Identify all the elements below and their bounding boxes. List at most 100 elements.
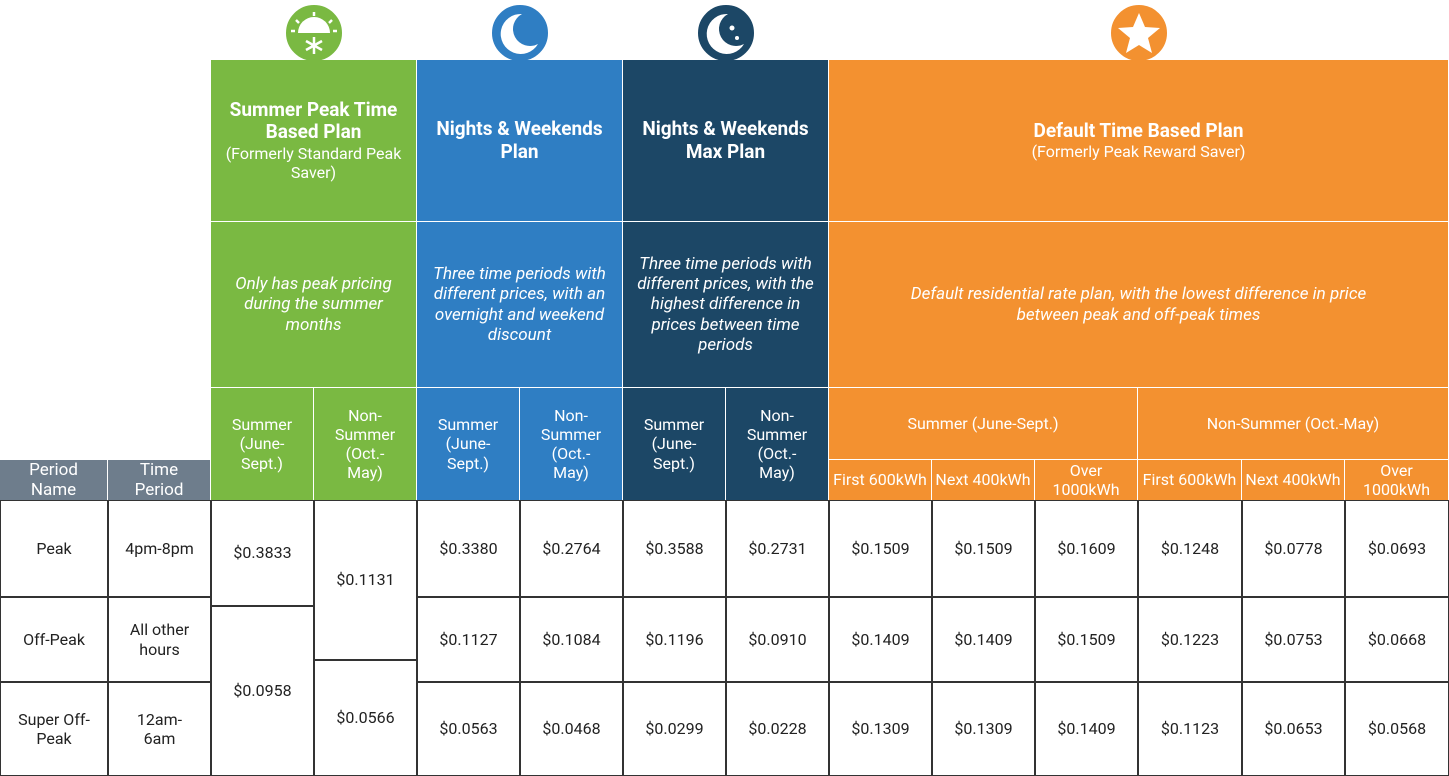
price: $0.1409 bbox=[851, 629, 910, 649]
season-text: Summer (June-Sept.) bbox=[907, 413, 1059, 433]
plan-name: Default Time Based Plan bbox=[1033, 118, 1244, 142]
description-text: Three time periods with different prices… bbox=[433, 263, 606, 345]
season-text: Summer (June-Sept.) bbox=[643, 415, 705, 473]
tier-header: Over 1000kWh bbox=[1035, 460, 1138, 500]
price-cell: $0.1409 bbox=[1035, 682, 1138, 776]
tier-text: Over 1000kWh bbox=[1362, 460, 1431, 499]
price: $0.2731 bbox=[748, 538, 807, 558]
season-text: Non-Summer (Oct.-May) bbox=[540, 405, 602, 483]
tier-header: Next 400kWh bbox=[1242, 460, 1345, 500]
time-period: All other hours bbox=[129, 620, 190, 659]
price-cell: $0.3380 bbox=[417, 500, 520, 597]
price: $0.1196 bbox=[645, 629, 704, 649]
season-header: Non-Summer (Oct.-May) bbox=[314, 388, 417, 500]
price-cell: $0.0228 bbox=[726, 682, 829, 776]
price: $0.0668 bbox=[1367, 629, 1427, 649]
price-cell: $0.0668 bbox=[1345, 597, 1449, 682]
price-cell: $0.1409 bbox=[932, 597, 1035, 682]
price: $0.1223 bbox=[1160, 629, 1220, 649]
sun-snow-icon bbox=[282, 1, 346, 65]
description-text: Only has peak pricing during the summer … bbox=[235, 273, 392, 335]
season-text: Non-Summer (Oct.-May) bbox=[334, 405, 396, 483]
price-cell: $0.2731 bbox=[726, 500, 829, 597]
season-header: Summer (June-Sept.) bbox=[829, 388, 1138, 460]
time-cell: 12am-6am bbox=[108, 682, 211, 776]
moon-stars-icon bbox=[694, 1, 758, 65]
price: $0.3380 bbox=[439, 538, 498, 558]
price-cell: $0.0299 bbox=[623, 682, 726, 776]
price: $0.0566 bbox=[336, 708, 395, 728]
price: $0.1509 bbox=[954, 538, 1013, 558]
price-cell: $0.1248 bbox=[1138, 500, 1242, 597]
period-cell: Super Off-Peak bbox=[0, 682, 108, 776]
price: $0.0693 bbox=[1367, 538, 1427, 558]
plan-header: Nights & Weekends Max Plan bbox=[623, 60, 829, 222]
price-cell: $0.3588 bbox=[623, 500, 726, 597]
price: $0.0228 bbox=[748, 719, 807, 739]
plan-description: Three time periods with different prices… bbox=[623, 222, 829, 388]
description-text: Three time periods with different prices… bbox=[637, 253, 814, 356]
price: $0.0468 bbox=[542, 719, 601, 739]
plan-description: Default residential rate plan, with the … bbox=[829, 222, 1449, 388]
period-name: Peak bbox=[36, 538, 72, 558]
price: $0.1084 bbox=[542, 629, 601, 649]
plan-name: Nights & Weekends Max Plan bbox=[642, 116, 809, 163]
price-cell: $0.0568 bbox=[1345, 682, 1449, 776]
plan-subtitle: (Formerly Peak Reward Saver) bbox=[1031, 142, 1246, 162]
price-cell: $0.1223 bbox=[1138, 597, 1242, 682]
plan-name: Summer Peak Time Based Plan bbox=[229, 97, 398, 144]
left-header: Period Name bbox=[0, 460, 108, 500]
season-header: Summer (June-Sept.) bbox=[211, 388, 314, 500]
price: $0.1309 bbox=[851, 719, 910, 739]
tier-text: Over 1000kWh bbox=[1052, 460, 1120, 499]
plan-header: Summer Peak Time Based Plan (Formerly Sta… bbox=[211, 60, 417, 222]
price-cell: $0.0653 bbox=[1242, 682, 1345, 776]
price-cell: $0.1309 bbox=[829, 682, 932, 776]
price-cell: $0.1509 bbox=[1035, 597, 1138, 682]
price-cell: $0.0753 bbox=[1242, 597, 1345, 682]
price-cell: $0.1084 bbox=[520, 597, 623, 682]
season-header: Summer (June-Sept.) bbox=[623, 388, 726, 500]
season-header: Summer (June-Sept.) bbox=[417, 388, 520, 500]
price: $0.0568 bbox=[1367, 719, 1427, 739]
price-cell: $0.1409 bbox=[829, 597, 932, 682]
price: $0.1127 bbox=[439, 629, 498, 649]
price: $0.0563 bbox=[439, 719, 498, 739]
period-name: Super Off-Peak bbox=[18, 709, 90, 748]
price-cell: $0.3833 bbox=[211, 500, 314, 606]
price: $0.2764 bbox=[542, 538, 601, 558]
price: $0.0299 bbox=[645, 719, 704, 739]
price-cell: $0.1609 bbox=[1035, 500, 1138, 597]
period-cell: Off-Peak bbox=[0, 597, 108, 682]
price-cell: $0.1127 bbox=[417, 597, 520, 682]
price: $0.0958 bbox=[233, 681, 292, 701]
price-cell: $0.0910 bbox=[726, 597, 829, 682]
price: $0.3588 bbox=[645, 538, 704, 558]
plan-description: Three time periods with different prices… bbox=[417, 222, 623, 388]
tier-header: Over 1000kWh bbox=[1345, 460, 1449, 500]
season-text: Non-Summer (Oct.-May) bbox=[1206, 413, 1380, 433]
plan-name: Nights & Weekends Plan bbox=[436, 116, 603, 163]
price: $0.1509 bbox=[1057, 629, 1116, 649]
price: $0.3833 bbox=[233, 543, 292, 563]
tier-header: Next 400kWh bbox=[932, 460, 1035, 500]
price-cell: $0.1509 bbox=[829, 500, 932, 597]
price-cell: $0.0566 bbox=[314, 660, 417, 776]
tier-text: Next 400kWh bbox=[1245, 470, 1341, 490]
price: $0.0910 bbox=[748, 629, 807, 649]
season-text: Non-Summer (Oct.-May) bbox=[746, 405, 808, 483]
plan-header: Default Time Based Plan (Formerly Peak Re… bbox=[829, 60, 1449, 222]
tier-header: First 600kWh bbox=[1138, 460, 1242, 500]
header-text: Period Name bbox=[29, 459, 78, 500]
price-cell: $0.1131 bbox=[314, 500, 417, 660]
price: $0.1609 bbox=[1057, 538, 1116, 558]
plan-header: Nights & Weekends Plan bbox=[417, 60, 623, 222]
tier-text: First 600kWh bbox=[1142, 470, 1237, 490]
season-text: Summer (June-Sept.) bbox=[231, 415, 293, 473]
price: $0.0653 bbox=[1264, 719, 1323, 739]
time-cell: 4pm-8pm bbox=[108, 500, 211, 597]
season-header: Non-Summer (Oct.-May) bbox=[726, 388, 829, 500]
description-text: Default residential rate plan, with the … bbox=[910, 284, 1367, 325]
price-cell: $0.1509 bbox=[932, 500, 1035, 597]
